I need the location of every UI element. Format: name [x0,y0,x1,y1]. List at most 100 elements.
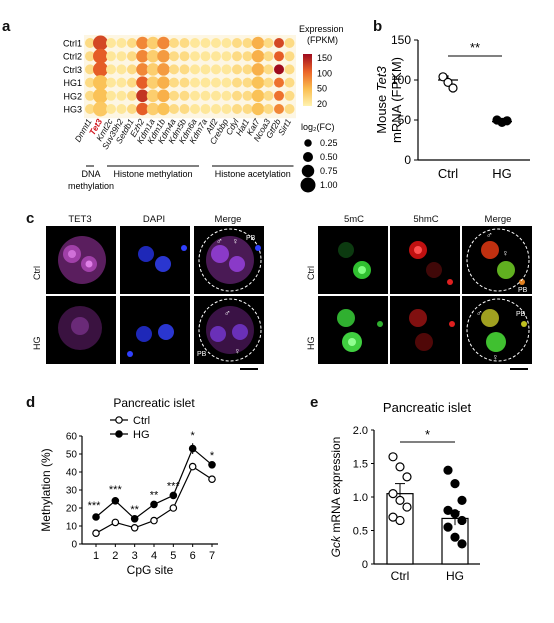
heatmap-dot [116,38,127,48]
b-data-point [438,72,448,82]
heatmap-dot [200,77,211,88]
b-y-tick-label: 50 [398,113,412,127]
e-data-point [395,515,405,526]
heatmap-dot [190,51,200,62]
heatmap-dot [232,104,242,114]
heatmap-dot [136,49,149,63]
panel-label-c: c [26,210,35,227]
heatmap-dot [136,63,149,76]
legend-size-label: 0.25 [320,138,338,148]
panel-label-e: e [310,394,319,411]
d-x-tick-label: 4 [151,550,157,562]
b-y-tick-label: 0 [404,153,411,167]
micro-merge-ctrl-left: ♂ ♀ PB [194,226,264,294]
heatmap-dot [200,90,211,101]
heatmap-dot [169,64,179,75]
e-data-point [457,515,467,526]
heatmap-dot [221,77,232,88]
panel-label-d: d [26,394,36,411]
d-y-tick-label: 20 [66,504,78,515]
heatmap-dot [127,90,137,101]
micro-title-tet3: TET3 [68,214,92,225]
heatmap-dot [146,102,160,116]
heatmap-dot [211,51,221,62]
e-data-point [402,472,412,482]
b-data-point [448,83,458,93]
heatmap-dot [274,64,284,75]
micro-title-5mc: 5mC [343,214,365,225]
heatmap-dot [116,51,127,62]
e-x-tick-label: Ctrl [391,569,410,583]
heatmap-dot [190,90,200,101]
heatmap-dot [211,64,221,75]
legend-expression-title: Expression [299,24,344,34]
panel-label-b: b [373,18,383,35]
heatmap-dot [169,51,179,62]
e-sig-label: * [425,427,430,442]
heatmap-dot [200,38,211,48]
group-label-histone-methylation: Histone methylation [113,169,192,179]
d-sig-label: *** [109,484,123,496]
heatmap-dot [157,49,170,63]
e-data-point [450,532,460,542]
d-data-point [188,462,197,471]
e-data-point [443,465,453,475]
d-legend-label: Ctrl [133,415,150,427]
male-symbol: ♂ [216,236,223,246]
heatmap-row-label: Ctrl1 [63,39,82,49]
heatmap-row-label: HG2 [63,91,82,101]
heatmap-dot [211,104,221,114]
heatmap-dot [211,90,221,101]
heatmap-row-label: Ctrl3 [63,65,82,75]
e-y-tick-label: 1.0 [353,492,368,504]
panel-a-dot-heatmap: Ctrl1Ctrl2Ctrl3HG1HG2HG3Dnmt1Tet3Kmt2cSu… [63,24,344,193]
d-x-tick-label: 3 [132,550,138,562]
heatmap-dot [263,90,274,101]
b-x-tick-label: HG [492,166,512,181]
heatmap-dot [284,90,295,101]
micro-dapi-ctrl [120,226,190,294]
heatmap-dot [85,51,95,62]
heatmap-dot [157,63,170,76]
d-title: Pancreatic islet [113,396,195,410]
heatmap-dot [106,90,116,101]
b-data-point [443,77,453,88]
heatmap-dot [85,90,95,101]
row-label-ctrl-left: Ctrl [32,266,42,280]
e-data-point [388,452,398,462]
b-y-axis-label-line1: Mouse Tet3 [374,66,389,134]
heatmap-dot [93,48,108,64]
heatmap-dot [263,77,274,88]
heatmap-dot [93,75,108,91]
micro-merge-hg-right: ♂ ♀ PB [462,296,532,364]
micro-title-merge-right: Merge [484,214,512,225]
pb-label: PB [516,311,526,318]
e-data-point [395,462,405,472]
female-symbol: ♀ [232,236,239,246]
row-label-hg-left: HG [32,336,42,351]
heatmap-dot [251,76,265,89]
heatmap-dot [221,90,232,101]
heatmap-dot [221,104,232,114]
heatmap-dot [284,77,295,88]
heatmap-dot [242,90,253,101]
male-symbol: ♂ [476,308,483,318]
d-data-point [208,461,216,469]
heatmap-dot [274,90,284,101]
e-y-tick-label: 2.0 [353,425,368,437]
heatmap-dot [232,51,242,62]
e-y-tick-label: 1.5 [353,459,368,471]
micro-dapi-hg [120,296,190,364]
heatmap-dot [116,77,127,88]
heatmap-dot [242,77,253,88]
legend-size-dot [303,152,313,162]
e-y-tick-label: 0.5 [353,526,368,538]
heatmap-dot [93,101,108,117]
female-symbol: ♀ [234,346,241,356]
d-sig-label: *** [167,481,181,493]
d-x-tick-label: 5 [170,550,176,562]
d-sig-label: * [191,430,196,442]
d-data-point [208,475,216,484]
heatmap-dot [242,104,253,114]
heatmap-dot [242,64,253,75]
